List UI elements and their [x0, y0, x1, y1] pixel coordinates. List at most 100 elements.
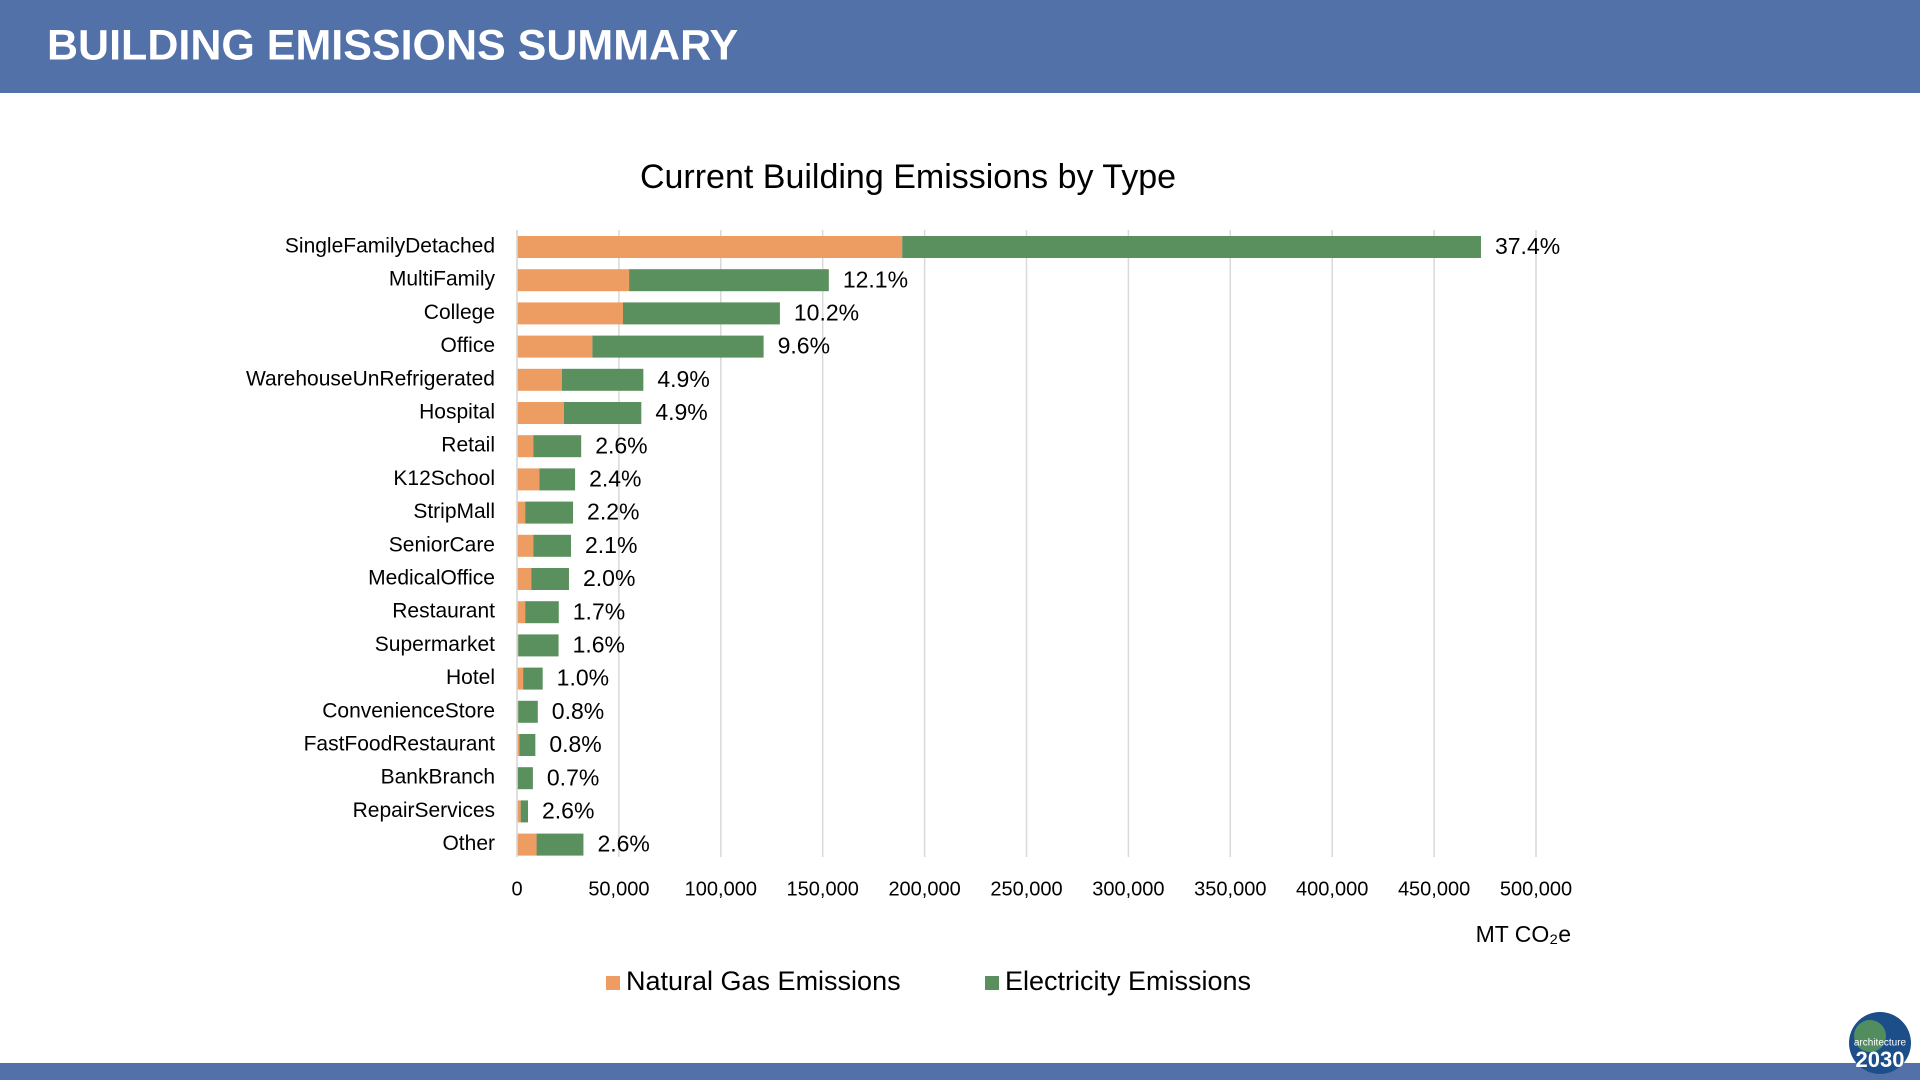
y-tick-label: College: [424, 301, 495, 324]
share-label: 2.6%: [595, 432, 647, 458]
bar-segment: [525, 601, 559, 624]
bar-segment: [517, 269, 630, 292]
bar-segment: [517, 236, 903, 258]
bar-segment: [517, 335, 593, 358]
y-tick-label: Other: [442, 832, 495, 855]
x-tick-label: 50,000: [588, 878, 649, 900]
y-tick-label: Supermarket: [375, 633, 495, 656]
y-tick-label: Restaurant: [392, 600, 495, 623]
logo-land: [1854, 1020, 1886, 1052]
share-label: 2.0%: [583, 565, 635, 591]
bar-segment: [902, 236, 1481, 258]
bar-segment: [523, 667, 543, 690]
bar-segment: [517, 568, 532, 590]
bar-segment: [517, 601, 526, 624]
share-label: 2.2%: [587, 499, 639, 525]
bar-segment: [622, 302, 780, 325]
x-tick-label: 100,000: [685, 878, 757, 900]
bar-segment: [518, 634, 559, 657]
share-label: 1.7%: [573, 598, 625, 624]
bar-segment: [517, 534, 534, 557]
bar-segment: [517, 501, 526, 524]
bar-segment: [517, 667, 524, 690]
share-label: 12.1%: [843, 266, 908, 292]
y-tick-label: K12School: [393, 467, 495, 490]
x-tick-label: 400,000: [1296, 878, 1368, 900]
x-tick-label: 200,000: [888, 878, 960, 900]
y-tick-label: MedicalOffice: [368, 567, 495, 590]
share-label: 0.8%: [552, 698, 604, 724]
share-label: 2.6%: [542, 797, 594, 823]
y-tick-label: FastFoodRestaurant: [304, 733, 496, 756]
y-tick-label: Hospital: [419, 401, 495, 424]
header-title: BUILDING EMISSIONS SUMMARY: [47, 21, 738, 69]
y-tick-label: StripMall: [413, 500, 495, 523]
bar-segment: [563, 402, 642, 424]
legend-swatch: [985, 976, 999, 990]
y-tick-label: SingleFamilyDetached: [285, 235, 495, 258]
share-label: 0.8%: [549, 731, 601, 757]
legend-swatch: [606, 976, 620, 990]
y-tick-label: WarehouseUnRefrigerated: [246, 367, 495, 390]
x-axis-label: MT CO₂e: [1476, 921, 1571, 947]
share-label: 1.6%: [573, 631, 625, 657]
legend-label: Electricity Emissions: [1005, 966, 1251, 996]
share-label: 37.4%: [1495, 233, 1560, 259]
bar-segment: [517, 734, 520, 756]
share-label: 9.6%: [778, 333, 830, 359]
bar-segment: [592, 335, 764, 358]
bar-segment: [536, 833, 584, 856]
share-label: 2.1%: [585, 532, 637, 558]
x-tick-label: 0: [511, 878, 522, 900]
x-tick-label: 350,000: [1194, 878, 1266, 900]
share-label: 0.7%: [547, 764, 599, 790]
header-bar: [0, 0, 1920, 93]
logo-text: architecture: [1854, 1038, 1907, 1049]
bar-segment: [519, 734, 536, 756]
x-tick-label: 250,000: [990, 878, 1062, 900]
bar-segment: [517, 402, 564, 424]
share-label: 2.4%: [589, 465, 641, 491]
x-tick-label: 500,000: [1500, 878, 1572, 900]
share-label: 1.0%: [557, 665, 609, 691]
bar-segment: [517, 468, 540, 491]
plot: 0 50,000 100,000 150,000 200,000 250,000 300,0…: [246, 230, 1572, 996]
x-tick-label: 450,000: [1398, 878, 1470, 900]
bar-segment: [533, 435, 582, 458]
bar-segment: [518, 700, 538, 723]
y-tick-label: Hotel: [446, 666, 495, 689]
bar-segment: [517, 368, 562, 391]
bar-segment: [561, 368, 644, 391]
share-label: 2.6%: [597, 831, 649, 857]
logo: architecture 2030: [1849, 1012, 1911, 1074]
bar-segment: [629, 269, 829, 292]
share-label: 4.9%: [657, 366, 709, 392]
legend-label: Natural Gas Emissions: [626, 966, 901, 996]
bar-segment: [539, 468, 576, 491]
y-tick-label: ConvenienceStore: [322, 699, 495, 722]
bar-segment: [517, 767, 533, 790]
bar-segment: [517, 800, 521, 823]
chart-title: Current Building Emissions by Type: [640, 158, 1176, 196]
logo-number: 2030: [1856, 1047, 1905, 1072]
x-tick-label: 300,000: [1092, 878, 1164, 900]
bar-segment: [533, 534, 572, 557]
y-tick-label: RepairServices: [353, 799, 495, 822]
bar-segment: [531, 568, 569, 590]
y-tick-label: SeniorCare: [389, 533, 495, 556]
footer-bar: [0, 1063, 1920, 1080]
bar-segment: [517, 302, 623, 325]
y-tick-label: MultiFamily: [389, 268, 496, 291]
bar-segment: [517, 833, 537, 856]
bar-segment: [517, 435, 534, 458]
bar-segment: [525, 501, 574, 524]
share-label: 4.9%: [655, 399, 707, 425]
bar-segment: [520, 800, 529, 823]
x-tick-label: 150,000: [787, 878, 859, 900]
y-tick-label: Office: [441, 334, 495, 357]
y-tick-label: BankBranch: [381, 766, 495, 789]
y-tick-label: Retail: [441, 434, 495, 457]
share-label: 10.2%: [794, 299, 859, 325]
